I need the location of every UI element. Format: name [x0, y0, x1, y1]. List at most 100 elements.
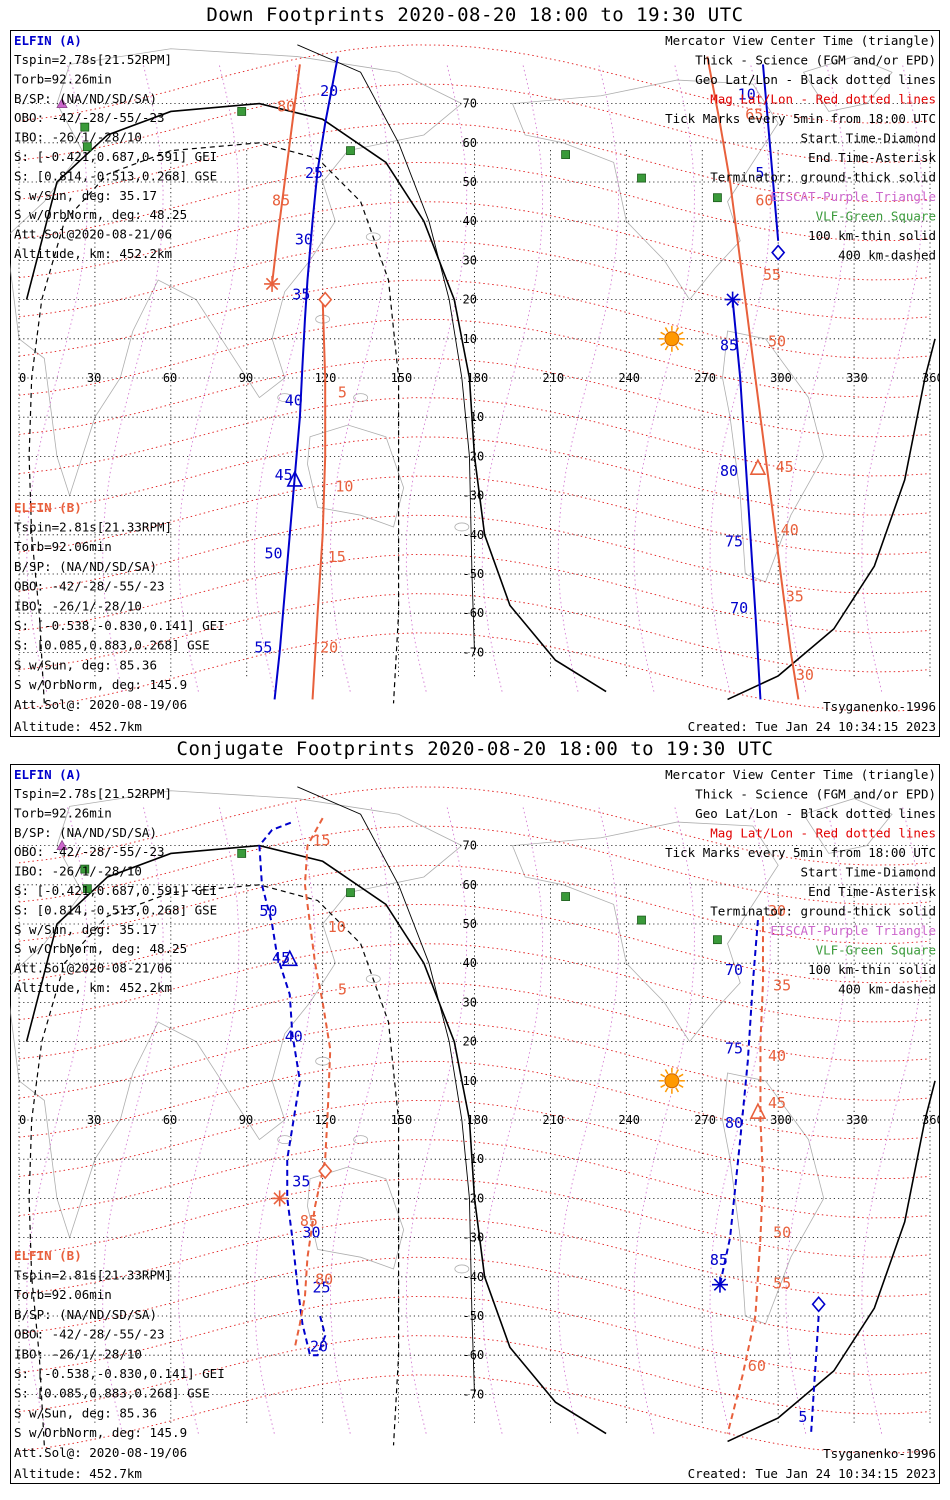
panel-border: [10, 30, 940, 737]
vlf-site-square: [82, 884, 92, 894]
island-1: [454, 522, 470, 532]
lat-tick-label: -40: [463, 1270, 485, 1284]
legend-entry: VLF-Green Square: [816, 943, 936, 958]
orbit-tick-label: 30: [768, 902, 786, 920]
orbit-tick-label: 30: [295, 231, 313, 249]
orbit-segment: [718, 919, 759, 1285]
model-footer: Tsyganenko-1996: [823, 699, 936, 714]
elfin-a-line: OBO: -42/-28/-55/-23: [14, 844, 165, 859]
elfin-b-info: ELFIN (B) Tspin=2.81s[21.33RPM] Torb=92.06…: [14, 500, 225, 712]
mag-grid: [18, 786, 931, 1454]
lon-tick-label: 0: [19, 371, 26, 385]
lat-tick-label: 40: [463, 956, 477, 970]
orbit-tick-label: 35: [773, 977, 791, 995]
elfin-a-line: S w/OrbNorm, deg: 48.25: [14, 207, 187, 222]
orbit-tick-label: 40: [768, 1047, 786, 1065]
elfin-b-line: S: [0.085,0.883,0.268] GSE: [14, 1386, 210, 1401]
legend-entry: Tick Marks every 5min from 18:00 UTC: [665, 845, 936, 860]
orbit-tick-label: 35: [786, 587, 804, 605]
center-time-triangle-marker: [749, 458, 767, 475]
orbit-tick-label: 40: [285, 1028, 303, 1046]
elfin-a-line: S: [0.814,-0.513,0.268] GSE: [14, 902, 217, 917]
lon-tick-label: 360: [922, 1113, 940, 1127]
legend-entry: Thick - Science (FGM and/or EPD): [695, 53, 936, 68]
lon-tick-label: 330: [846, 1113, 868, 1127]
lat-tick-label: -10: [463, 410, 485, 424]
elfin-b-line: S w/Sun, deg: 85.36: [14, 1405, 157, 1420]
asterisk-stroke: [726, 293, 739, 306]
vlf-site-square: [637, 915, 646, 925]
elfin-b-line: Att.Sol@: 2020-08-19/06: [14, 1445, 187, 1460]
elfin-a-name: ELFIN (A): [14, 33, 82, 48]
orbit-tick-label: 50: [264, 544, 282, 562]
axis-labels: 0306090120150180210240270300330360706050…: [19, 97, 944, 660]
orbit-tick-label: 45: [768, 1094, 786, 1112]
mag-parallel: [18, 1256, 931, 1336]
orbit-tick-label: 20: [320, 638, 338, 656]
mag-parallel: [18, 514, 931, 594]
map-panel-conj: 0306090120150180210240270300330360706050…: [5, 764, 944, 1484]
legend: Mercator View Center Time (triangle) Thic…: [665, 33, 936, 263]
orbit-tick-label: 10: [328, 918, 346, 936]
orbit-tick-label: 25: [305, 164, 323, 182]
mag-parallel: [18, 1374, 931, 1454]
vlf-site-square: [713, 193, 722, 203]
elfin-a-name: ELFIN (A): [14, 767, 82, 782]
lat-tick-label: 50: [463, 917, 477, 931]
elfin-a-line: S: [-0.421,0.687,0.591] GEI: [14, 149, 217, 164]
orbit-tick-label: 85: [272, 192, 290, 210]
sun-ray: [660, 331, 666, 336]
legend-entry: End Time-Asterisk: [808, 150, 936, 165]
elfin-b-line: Torb=92.06min: [14, 1287, 112, 1302]
terminator-ground: [25, 102, 607, 693]
orbit-tick-label: 55: [254, 638, 272, 656]
vlf-site-square: [237, 107, 247, 116]
panel-title-conj: Conjugate Footprints 2020-08-20 18:00 to…: [176, 738, 774, 760]
asterisk-stroke: [265, 277, 279, 291]
coastline-1: [307, 424, 405, 528]
elfin-a-line: IBO: -26/1/-28/10: [14, 864, 142, 879]
orbit-tick-label: 55: [763, 266, 781, 284]
elfin-b-line: B/SP: (NA/ND/SD/SA): [14, 1307, 157, 1322]
orbit-tick-label: 35: [292, 286, 310, 304]
sun-ray: [664, 1069, 669, 1075]
orbit-tick-label: 40: [781, 521, 799, 539]
lat-tick-label: 30: [463, 995, 477, 1009]
coastline-3: [722, 330, 825, 583]
mag-parallel: [18, 1217, 931, 1297]
lat-tick-label: 20: [463, 293, 477, 307]
lon-tick-label: 270: [694, 371, 716, 385]
lat-tick-label: -50: [463, 567, 485, 581]
orbit-tick-label: 30: [796, 666, 814, 684]
mag-parallel: [18, 44, 931, 124]
elfin-a-line: S w/OrbNorm, deg: 48.25: [14, 941, 187, 956]
lon-tick-label: 0: [19, 1113, 26, 1127]
mag-parallel: [18, 1139, 931, 1219]
orbit-tick-label: 75: [725, 533, 743, 551]
vlf-site-square: [80, 864, 90, 874]
legend: Mercator View Center Time (triangle) Thic…: [665, 767, 936, 997]
orbit-segment: [273, 56, 339, 700]
orbit-tick-label: 50: [768, 333, 786, 351]
sun-ray: [660, 1084, 666, 1088]
mag-parallel: [18, 122, 931, 202]
legend-entry: 100 km-thin solid: [808, 228, 936, 243]
legend-entry: 400 km-dashed: [838, 982, 936, 997]
vlf-site-square: [637, 173, 646, 183]
elfin-a-line: Torb=92.26min: [14, 805, 112, 820]
legend-entry: Thick - Science (FGM and/or EPD): [695, 787, 936, 802]
lat-tick-label: 40: [463, 214, 477, 228]
panel-border: [10, 764, 940, 1484]
legend-entry: End Time-Asterisk: [808, 884, 936, 899]
elfin-a-line: S w/Sun, deg: 35.17: [14, 922, 157, 937]
orbit-tick-label: 10: [335, 478, 353, 496]
sun-ray: [675, 1087, 680, 1093]
mag-grid: [18, 44, 931, 712]
orbit-tick-label: 85: [300, 1212, 318, 1230]
legend-entry: 100 km-thin solid: [808, 962, 936, 977]
orbit-tick-label: 70: [730, 599, 748, 617]
elfin-a-line: B/SP: (NA/ND/SD/SA): [14, 91, 157, 106]
island-1: [454, 1264, 470, 1274]
lat-tick-label: -10: [463, 1152, 485, 1166]
orbit-track-a: 20 25 30 35 40 45 50 55 10 5 85 80 75 70: [254, 56, 786, 700]
